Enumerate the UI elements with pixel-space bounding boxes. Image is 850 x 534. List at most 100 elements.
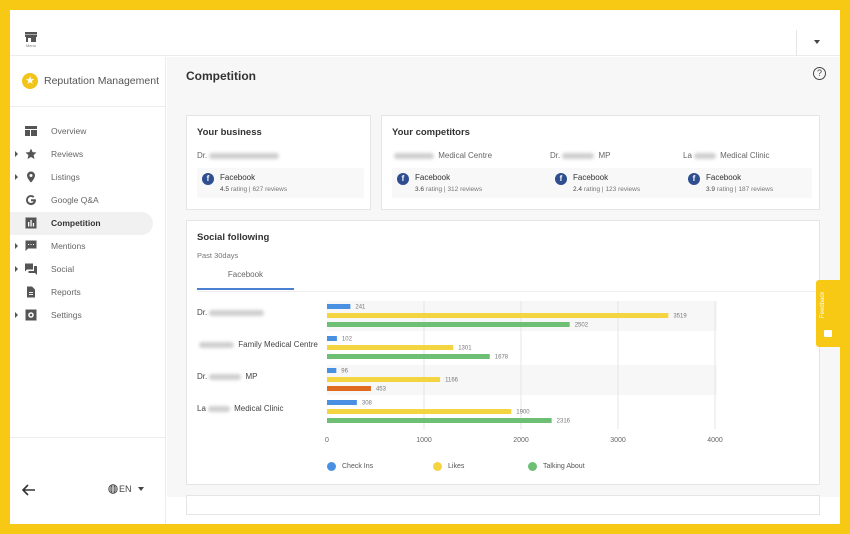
caret-right-icon[interactable] xyxy=(15,151,18,157)
sidebar-item-mentions[interactable]: Mentions xyxy=(10,235,153,258)
divider xyxy=(796,30,797,56)
settings-icon xyxy=(25,309,37,321)
competitors-row-bg xyxy=(392,168,812,198)
bar-check-ins xyxy=(327,336,337,341)
store-icon xyxy=(25,32,37,42)
network-label: Facebook xyxy=(706,173,742,182)
bar-check-ins xyxy=(327,368,337,373)
sidebar-item-label: Listings xyxy=(51,172,80,182)
legend-swatch xyxy=(433,462,442,471)
sidebar-item-label: Social xyxy=(51,264,75,274)
facebook-icon: f xyxy=(202,173,214,185)
caret-right-icon[interactable] xyxy=(15,266,18,272)
bar-likes xyxy=(327,345,454,350)
dashboard-icon xyxy=(25,126,37,136)
sidebar-nav: Overview Reviews Listings Google Q&A Competi… xyxy=(10,120,166,327)
caret-right-icon[interactable] xyxy=(15,243,18,249)
sidebar-item-social[interactable]: Social xyxy=(10,258,153,281)
app-window: Menu ★ Reputation Management Overview Rev… xyxy=(10,10,840,524)
legend-label: Check Ins xyxy=(342,463,374,470)
category-label: La Medical Clinic xyxy=(197,404,284,413)
social-following-card: Social following Past 30days Facebook 0 1… xyxy=(186,220,820,485)
sidebar-item-label: Settings xyxy=(51,310,82,320)
document-icon xyxy=(27,286,35,298)
legend-label: Likes xyxy=(448,463,465,470)
star-icon xyxy=(25,148,37,159)
data-label: 308 xyxy=(362,401,373,407)
help-icon[interactable]: ? xyxy=(813,67,826,80)
bar-likes xyxy=(327,409,512,414)
caret-right-icon[interactable] xyxy=(15,312,18,318)
sidebar-item-google-q-a[interactable]: Google Q&A xyxy=(10,189,153,212)
divider xyxy=(10,437,166,438)
data-label: 2502 xyxy=(575,323,589,329)
legend-label: Talking About xyxy=(543,463,585,470)
facebook-icon: f xyxy=(555,173,567,185)
x-tick-label: 2000 xyxy=(513,437,529,444)
competitor-name: La Medical Clinic xyxy=(683,151,770,160)
data-label: 2316 xyxy=(557,419,571,425)
data-label: 3519 xyxy=(673,314,687,320)
facebook-icon: f xyxy=(397,173,409,185)
top-bar: Menu xyxy=(10,10,840,56)
legend-item[interactable]: Likes xyxy=(433,462,464,471)
data-label: 96 xyxy=(341,369,348,375)
sidebar-item-label: Mentions xyxy=(51,241,86,251)
network-label: Facebook xyxy=(220,173,256,182)
rating-stats: 3.9 rating | 187 reviews xyxy=(706,186,774,193)
sidebar-item-label: Google Q&A xyxy=(51,195,99,205)
facebook-rating-row: f Facebook 2.4 rating | 123 reviews xyxy=(550,168,670,198)
category-label: Dr. xyxy=(197,308,266,317)
sidebar-item-reviews[interactable]: Reviews xyxy=(10,143,153,166)
next-card xyxy=(186,495,820,515)
bar-chart-icon xyxy=(25,217,37,229)
sidebar-item-reports[interactable]: Reports xyxy=(10,281,153,304)
data-label: 453 xyxy=(376,387,387,393)
back-arrow-icon[interactable] xyxy=(22,484,36,496)
star-logo-icon: ★ xyxy=(22,73,38,89)
competitor-name: Medical Centre xyxy=(392,151,492,160)
bar-talking-about xyxy=(327,322,570,327)
social-following-chart: 0 1000 2000 3000 4000 241 3519 2502 102 1301 1678 9… xyxy=(325,301,723,444)
bar-check-ins xyxy=(327,400,357,405)
data-label: 1301 xyxy=(458,346,472,352)
data-label: 1166 xyxy=(445,378,459,384)
sidebar-item-overview[interactable]: Overview xyxy=(10,120,153,143)
globe-icon xyxy=(108,484,118,494)
competitor-name: Dr. MP xyxy=(550,151,611,160)
caret-right-icon[interactable] xyxy=(15,174,18,180)
rating-stats: 3.6 rating | 312 reviews xyxy=(415,186,483,193)
sidebar-item-label: Overview xyxy=(51,126,87,136)
data-label: 1900 xyxy=(516,410,530,416)
business-name: Dr. xyxy=(197,151,281,160)
feedback-button[interactable]: Feedback xyxy=(816,280,840,347)
bar-check-ins xyxy=(327,304,351,309)
sidebar-item-listings[interactable]: Listings xyxy=(10,166,153,189)
legend-swatch xyxy=(327,462,336,471)
account-dropdown-icon[interactable] xyxy=(814,40,820,44)
brand: ★ Reputation Management xyxy=(10,57,166,107)
google-icon xyxy=(26,195,37,206)
legend-item[interactable]: Talking About xyxy=(528,462,585,471)
network-label: Facebook xyxy=(415,173,451,182)
bar-talking-about xyxy=(327,354,490,359)
category-label: Family Medical Centre xyxy=(197,340,318,349)
sidebar-item-competition[interactable]: Competition xyxy=(10,212,153,235)
bar-likes xyxy=(327,377,441,382)
facebook-rating-row: f Facebook 3.6 rating | 312 reviews xyxy=(392,168,512,198)
feedback-icon xyxy=(824,330,832,337)
language-selector[interactable]: EN xyxy=(108,484,144,494)
tab-facebook[interactable]: Facebook xyxy=(197,270,294,290)
page-title: Competition xyxy=(186,69,256,83)
category-label: Dr. MP xyxy=(197,372,258,381)
bar-talking-about xyxy=(327,386,371,391)
sidebar-item-settings[interactable]: Settings xyxy=(10,304,153,327)
menu-button[interactable]: Menu xyxy=(16,30,46,56)
x-tick-label: 4000 xyxy=(707,437,723,444)
facebook-rating-row: f Facebook 4.5 rating | 627 reviews xyxy=(197,168,364,198)
divider xyxy=(197,291,820,292)
card-title: Your business xyxy=(197,127,262,138)
x-tick-label: 0 xyxy=(325,437,329,444)
legend-item[interactable]: Check Ins xyxy=(327,462,373,471)
competitors-card: Your competitors Medical Centre f Facebook… xyxy=(381,115,820,210)
